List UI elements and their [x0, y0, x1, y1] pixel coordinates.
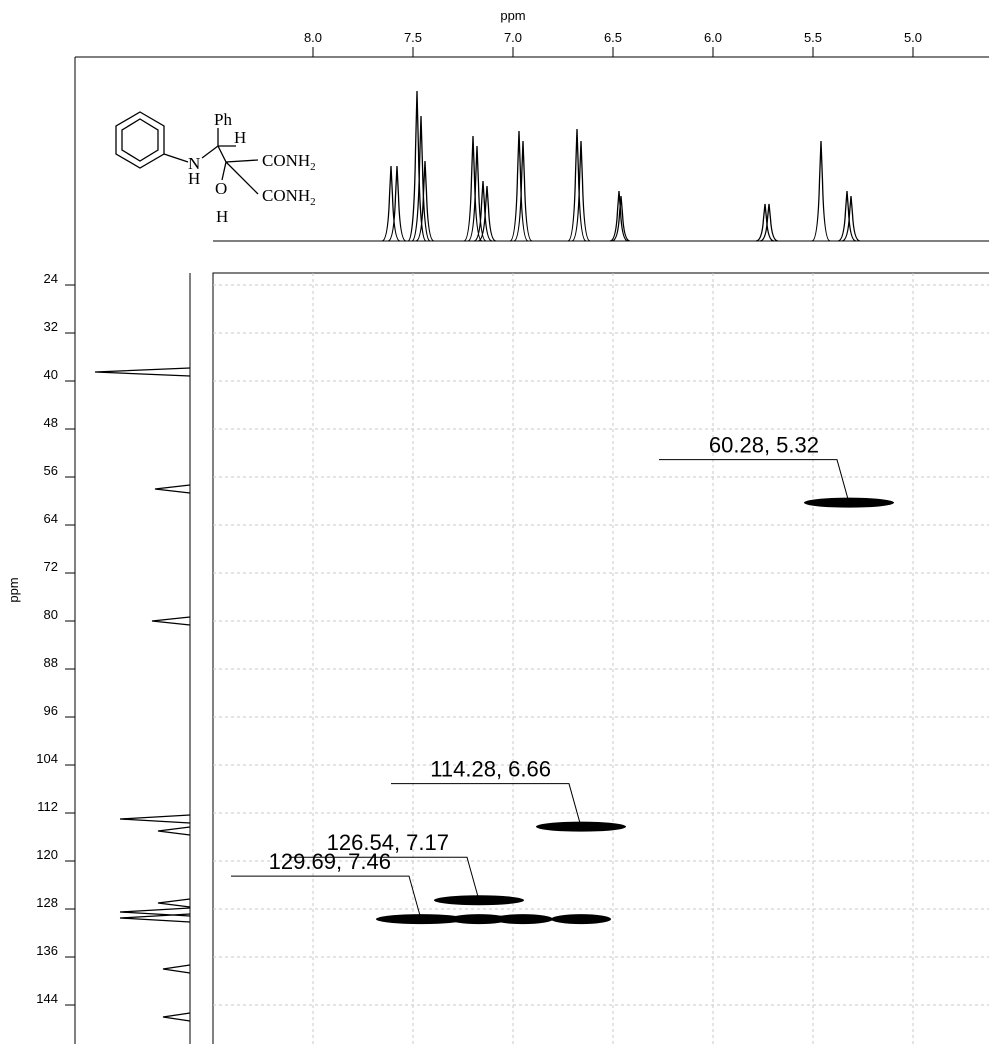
- y-tick-label: 40: [44, 367, 58, 382]
- x-tick-label: 6.0: [704, 30, 722, 45]
- structure-label: CONH2: [262, 151, 316, 173]
- annotation: 60.28, 5.32: [709, 433, 819, 458]
- proton-peak: [509, 130, 529, 242]
- carbon-peak: [119, 913, 191, 923]
- proton-peak: [513, 140, 533, 242]
- y-tick-label: 72: [44, 559, 58, 574]
- y-tick-label: 48: [44, 415, 58, 430]
- proton-peak: [387, 165, 407, 242]
- structure-label: CONH2: [262, 186, 316, 208]
- structure-label: H: [234, 128, 246, 147]
- proton-peak: [381, 165, 401, 242]
- carbon-peak: [162, 964, 191, 974]
- proton-peak: [759, 203, 779, 242]
- y-axis-label: ppm: [6, 577, 21, 602]
- structure-label: N: [188, 154, 200, 173]
- carbon-peak: [94, 367, 191, 377]
- y-tick-label: 64: [44, 511, 58, 526]
- proton-peak: [837, 190, 857, 242]
- carbon-peak: [119, 907, 191, 917]
- x-tick-label: 7.0: [504, 30, 522, 45]
- x-tick-label: 5.0: [904, 30, 922, 45]
- y-tick-label: 88: [44, 655, 58, 670]
- proton-peak: [755, 203, 775, 242]
- annotation: 126.54, 7.17: [327, 830, 449, 855]
- annotation: 129.69, 7.46: [269, 849, 391, 874]
- plot-frame: [212, 272, 989, 1044]
- proton-peak: [611, 195, 631, 242]
- y-tick-label: 120: [36, 847, 58, 862]
- y-tick-label: 136: [36, 943, 58, 958]
- y-tick-label: 104: [36, 751, 58, 766]
- proton-peak: [811, 140, 831, 242]
- x-tick-label: 5.5: [804, 30, 822, 45]
- x-tick-label: 7.5: [404, 30, 422, 45]
- structure-label: H: [216, 207, 228, 226]
- carbon-peak: [119, 814, 191, 824]
- cross-peak: [493, 914, 553, 925]
- proton-peak: [407, 90, 427, 242]
- carbon-peak: [162, 1012, 191, 1022]
- cross-peak: [551, 914, 611, 925]
- x-axis-label: ppm: [500, 8, 525, 23]
- annotation-leader: [289, 856, 480, 901]
- x-tick-label: 6.5: [604, 30, 622, 45]
- proton-peak: [567, 128, 587, 242]
- annotation: 114.28, 6.66: [430, 757, 551, 782]
- carbon-peak: [151, 616, 191, 626]
- proton-peak: [477, 185, 497, 242]
- y-tick-label: 32: [44, 319, 58, 334]
- y-tick-label: 128: [36, 895, 58, 910]
- proton-peak: [609, 190, 629, 242]
- proton-peak: [415, 160, 435, 242]
- structure: [115, 111, 259, 195]
- x-tick-label: 8.0: [304, 30, 322, 45]
- y-tick-label: 56: [44, 463, 58, 478]
- annotation-leader: [231, 875, 422, 920]
- annotation-leader: [391, 783, 582, 827]
- carbon-peak: [157, 826, 191, 836]
- annotation-leader: [659, 459, 850, 503]
- proton-peak: [411, 115, 431, 242]
- carbon-peak: [154, 484, 191, 494]
- structure-label: O: [215, 179, 227, 198]
- structure-label: Ph: [214, 110, 232, 129]
- y-tick-label: 112: [37, 799, 58, 814]
- y-tick-label: 24: [44, 271, 58, 286]
- structure-label: H: [188, 169, 200, 188]
- y-tick-label: 144: [36, 991, 58, 1006]
- y-tick-label: 96: [44, 703, 58, 718]
- proton-peak: [571, 140, 591, 242]
- proton-peak: [841, 195, 861, 242]
- cross-peak: [449, 914, 509, 925]
- carbon-peak: [157, 898, 191, 908]
- proton-peak: [473, 180, 493, 242]
- y-tick-label: 80: [44, 607, 58, 622]
